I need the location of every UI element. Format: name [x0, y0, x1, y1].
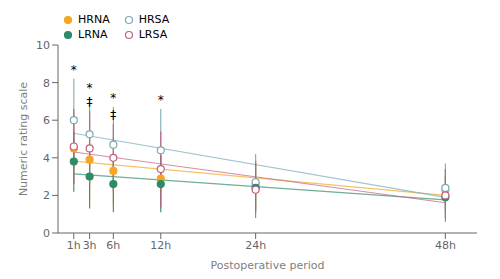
html-text:HRNA: HRNA — [78, 13, 110, 26]
svg-text:*: * — [71, 63, 77, 77]
svg-text:10: 10 — [36, 39, 50, 52]
svg-text:1h: 1h — [67, 239, 81, 252]
svg-text:‡: ‡ — [110, 108, 116, 122]
svg-text:3h: 3h — [83, 239, 97, 252]
svg-text:4: 4 — [43, 152, 50, 165]
svg-text:Numeric rating scale: Numeric rating scale — [17, 82, 30, 196]
svg-text:6: 6 — [43, 114, 50, 127]
svg-text:12h: 12h — [150, 239, 171, 252]
svg-text:8: 8 — [43, 77, 50, 90]
svg-text:6h: 6h — [106, 239, 120, 252]
html-text:LRNA: LRNA — [78, 28, 108, 41]
html-text:HRSA: HRSA — [138, 13, 170, 26]
svg-text:2: 2 — [43, 189, 50, 202]
html-text:LRSA: LRSA — [138, 28, 168, 41]
svg-text:24h: 24h — [245, 239, 266, 252]
svg-text:*: * — [87, 81, 93, 95]
svg-text:*: * — [110, 91, 116, 105]
svg-text:0: 0 — [43, 227, 50, 240]
svg-text:48h: 48h — [435, 239, 456, 252]
svg-text:Postoperative period: Postoperative period — [211, 259, 325, 271]
svg-text:‡: ‡ — [87, 95, 93, 109]
svg-text:*: * — [158, 93, 164, 107]
